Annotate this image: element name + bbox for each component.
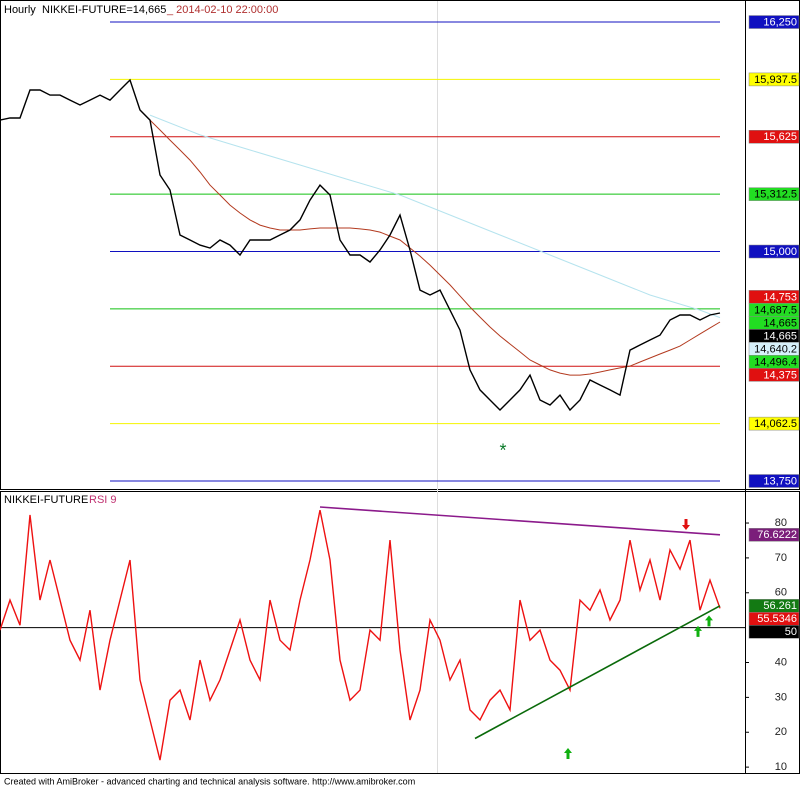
axis-label: 15,625 <box>763 131 797 143</box>
axis-label: 14,640.2 <box>754 343 797 355</box>
axis-label: 16,250 <box>763 16 797 28</box>
axis-label: 14,062.5 <box>754 418 797 430</box>
axis-label: 55.5346 <box>757 613 797 625</box>
price-panel <box>0 0 800 490</box>
axis-label: 15,312.5 <box>754 189 797 201</box>
legend-entry: RSI 9 <box>89 494 117 506</box>
y-tick-label: 20 <box>775 726 787 738</box>
date-label: _ 2014-02-10 22:00:00 <box>166 4 278 16</box>
axis-label: 14,665 <box>763 330 797 342</box>
axis-label: 13,750 <box>763 475 797 487</box>
axis-label-box <box>748 187 800 201</box>
axis-label: 56.261 <box>763 600 797 612</box>
y-tick-label: 60 <box>775 587 787 599</box>
y-tick-label: 70 <box>775 552 787 564</box>
axis-label: 14,753 <box>763 291 797 303</box>
chart-title: NIKKEI-FUTURE <box>4 494 88 506</box>
axis-label: 14,375 <box>763 369 797 381</box>
signal-arrow <box>564 747 572 759</box>
y-tick-label: 10 <box>775 761 787 773</box>
rsi-panel <box>0 491 800 774</box>
axis-label: 14,496.4 <box>754 356 797 368</box>
axis-label: 15,937.5 <box>754 74 797 86</box>
trend-line <box>319 506 721 536</box>
series-line <box>0 78 721 412</box>
axis-label: 15,000 <box>763 246 797 258</box>
axis-label: 14,665 <box>763 317 797 329</box>
series-line <box>139 109 721 376</box>
axis-label-box <box>748 244 800 259</box>
axis-label: 50 <box>785 626 797 638</box>
annotation: * <box>499 441 506 461</box>
axis-label-box <box>748 368 800 382</box>
axis-label-box <box>748 72 800 87</box>
series-line <box>0 509 721 761</box>
signal-arrow <box>705 615 713 627</box>
axis-label-box <box>748 625 800 639</box>
axis-label: 76.6222 <box>757 529 797 541</box>
signal-arrow <box>682 519 690 531</box>
trend-line <box>474 605 721 740</box>
axis-label-box <box>748 130 800 144</box>
y-tick-label: 80 <box>775 517 787 529</box>
legend-entry: NIKKEI-FUTURE=14,665 <box>42 4 166 16</box>
y-tick-label: 30 <box>775 691 787 703</box>
axis-label: 14,687.5 <box>754 304 797 316</box>
axis-label-box <box>748 528 800 542</box>
y-tick-label: 40 <box>775 656 787 668</box>
axis-label-box <box>748 416 800 431</box>
axis-label-box <box>748 15 800 29</box>
axis-label-box <box>748 474 800 488</box>
chart-title: Hourly <box>4 4 36 16</box>
series-line <box>149 114 721 319</box>
signal-arrow <box>694 625 702 637</box>
footer: Created with AmiBroker - advanced charti… <box>4 776 415 786</box>
